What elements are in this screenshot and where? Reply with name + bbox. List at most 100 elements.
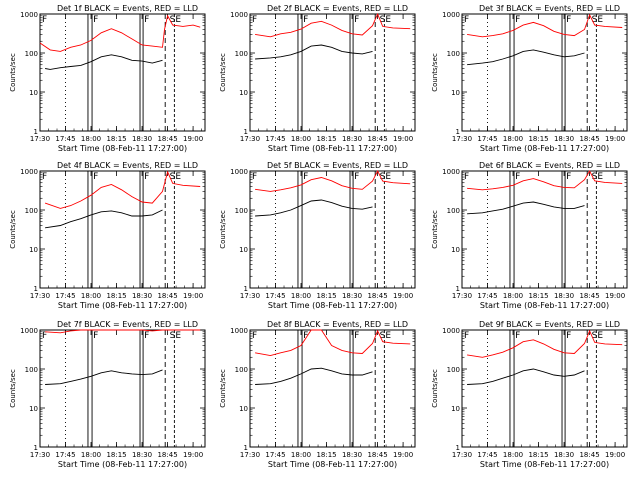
event-marker: F — [303, 15, 308, 25]
event-marker: F — [252, 15, 257, 25]
x-tick-label: 19:00 — [393, 451, 413, 459]
panel-7: Det 7f BLACK = Events, RED = LLD 1 10 100 10… — [9, 320, 206, 469]
x-tick-label: 17:45 — [477, 292, 497, 300]
x-axis-label: Start Time (08-Feb-11 17:27:00) — [480, 460, 609, 469]
x-tick-label: 18:15 — [316, 451, 336, 459]
panel-title: Det 1f BLACK = Events, RED = LLD — [57, 4, 198, 13]
x-tick-label: 18:45 — [367, 135, 387, 143]
x-tick-label: 18:00 — [503, 135, 523, 143]
y-tick-label: 1000 — [20, 11, 38, 19]
events-series-line — [467, 201, 585, 215]
events-series-line — [467, 368, 585, 385]
x-axis-label: Start Time (08-Feb-11 17:27:00) — [268, 144, 397, 153]
panel-8: Det 8f BLACK = Events, RED = LLD 1 10 100 10… — [219, 320, 416, 469]
x-tick-label: 17:45 — [55, 451, 75, 459]
y-tick-label: 10 — [239, 246, 248, 254]
event-marker: F — [42, 331, 47, 341]
x-axis-label: Start Time (08-Feb-11 17:27:00) — [58, 301, 187, 310]
x-tick-label: 18:30 — [132, 451, 152, 459]
x-tick-label: 18:30 — [342, 292, 362, 300]
event-marker: SE — [380, 15, 392, 25]
event-marker: F — [354, 172, 359, 182]
y-tick-label: 100 — [447, 50, 460, 58]
y-axis-label: Counts/sec — [9, 210, 17, 249]
y-tick-label: 1 — [244, 444, 248, 452]
x-tick-label: 18:00 — [503, 292, 523, 300]
y-axis-label: Counts/sec — [431, 53, 439, 92]
y-tick-label: 1000 — [230, 11, 248, 19]
x-tick-label: 19:00 — [183, 451, 203, 459]
event-marker: F — [303, 331, 308, 341]
event-marker: F — [515, 15, 520, 25]
events-series-line — [45, 209, 163, 229]
x-tick-label: 17:30 — [452, 292, 472, 300]
x-tick-label: 18:15 — [106, 292, 126, 300]
event-marker: SE — [592, 172, 604, 182]
event-marker: F — [515, 172, 520, 182]
lld-series-line — [44, 170, 201, 209]
x-tick-label: 17:30 — [240, 451, 260, 459]
x-tick-label: 17:45 — [55, 292, 75, 300]
event-marker: SE — [170, 172, 182, 182]
y-tick-label: 1000 — [20, 327, 38, 335]
y-axis-label: Counts/sec — [431, 369, 439, 408]
x-tick-label: 18:30 — [132, 135, 152, 143]
x-tick-label: 18:15 — [528, 292, 548, 300]
y-tick-label: 100 — [235, 207, 248, 215]
panel-9: Det 9f BLACK = Events, RED = LLD 1 10 100 10… — [431, 320, 628, 469]
x-tick-label: 19:00 — [393, 292, 413, 300]
y-tick-label: 100 — [25, 366, 38, 374]
x-tick-label: 17:30 — [30, 135, 50, 143]
x-tick-label: 18:45 — [157, 135, 177, 143]
x-tick-label: 18:00 — [81, 451, 101, 459]
x-tick-label: 18:15 — [528, 135, 548, 143]
events-series-line — [467, 49, 585, 66]
panel-title: Det 4f BLACK = Events, RED = LLD — [57, 161, 198, 170]
panel-title: Det 8f BLACK = Events, RED = LLD — [267, 320, 408, 329]
event-marker: F — [464, 172, 469, 182]
event-marker: F — [144, 15, 149, 25]
x-tick-label: 17:30 — [452, 135, 472, 143]
y-tick-label: 10 — [451, 246, 460, 254]
panel-title: Det 3f BLACK = Events, RED = LLD — [479, 4, 620, 13]
y-tick-label: 1 — [34, 444, 38, 452]
y-tick-label: 10 — [29, 246, 38, 254]
plot-frame — [461, 13, 628, 132]
panel-5: Det 5f BLACK = Events, RED = LLD 1 10 100 10… — [219, 161, 416, 310]
event-marker: F — [566, 331, 571, 341]
panel-6: Det 6f BLACK = Events, RED = LLD 1 10 100 10… — [431, 161, 628, 310]
panel-title: Det 6f BLACK = Events, RED = LLD — [479, 161, 620, 170]
x-axis-label: Start Time (08-Feb-11 17:27:00) — [480, 301, 609, 310]
x-tick-label: 17:45 — [477, 135, 497, 143]
lld-series-line — [39, 14, 201, 52]
event-marker: SE — [380, 172, 392, 182]
y-tick-label: 1000 — [442, 11, 460, 19]
x-tick-label: 18:15 — [316, 292, 336, 300]
event-marker: F — [354, 15, 359, 25]
x-tick-label: 18:45 — [367, 451, 387, 459]
y-tick-label: 1 — [34, 285, 38, 293]
x-tick-label: 18:45 — [579, 451, 599, 459]
panel-2: Det 2f BLACK = Events, RED = LLD 1 10 100 10… — [219, 4, 416, 153]
y-axis-label: Counts/sec — [431, 210, 439, 249]
x-tick-label: 18:00 — [291, 451, 311, 459]
y-tick-label: 1 — [456, 128, 460, 136]
plot-frame — [249, 170, 416, 289]
event-marker: F — [566, 172, 571, 182]
x-axis-label: Start Time (08-Feb-11 17:27:00) — [268, 460, 397, 469]
y-tick-label: 100 — [235, 50, 248, 58]
y-tick-label: 1000 — [230, 327, 248, 335]
y-tick-label: 100 — [447, 366, 460, 374]
x-tick-label: 19:00 — [393, 135, 413, 143]
panel-title: Det 9f BLACK = Events, RED = LLD — [479, 320, 620, 329]
x-tick-label: 18:45 — [579, 135, 599, 143]
x-tick-label: 19:00 — [605, 292, 625, 300]
events-series-line — [255, 44, 373, 60]
y-tick-label: 1 — [34, 128, 38, 136]
x-tick-label: 18:30 — [554, 451, 574, 459]
panel-4: Det 4f BLACK = Events, RED = LLD 1 10 100 10… — [9, 161, 206, 310]
event-marker: F — [566, 15, 571, 25]
x-tick-label: 17:45 — [55, 135, 75, 143]
x-axis-label: Start Time (08-Feb-11 17:27:00) — [268, 301, 397, 310]
y-axis-label: Counts/sec — [219, 210, 227, 249]
